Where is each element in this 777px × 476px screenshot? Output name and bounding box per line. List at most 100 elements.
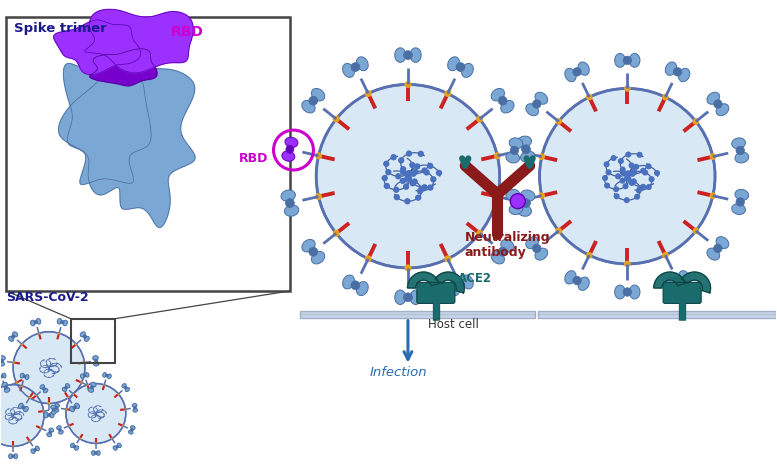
Ellipse shape [85, 373, 89, 377]
Circle shape [414, 163, 420, 169]
Circle shape [494, 152, 501, 159]
Ellipse shape [50, 412, 54, 418]
Circle shape [444, 90, 451, 97]
Ellipse shape [81, 374, 84, 378]
Ellipse shape [23, 407, 28, 412]
Circle shape [51, 369, 52, 370]
Circle shape [56, 366, 57, 367]
Circle shape [423, 169, 430, 176]
Ellipse shape [410, 48, 421, 62]
Circle shape [78, 437, 81, 440]
Ellipse shape [54, 408, 59, 412]
Circle shape [11, 413, 12, 414]
Ellipse shape [12, 332, 18, 337]
Circle shape [615, 173, 621, 179]
Circle shape [86, 384, 89, 386]
Ellipse shape [282, 151, 294, 161]
Circle shape [12, 455, 15, 458]
Circle shape [12, 445, 14, 447]
Text: SARS-CoV-2: SARS-CoV-2 [6, 291, 89, 304]
Ellipse shape [509, 138, 523, 149]
Circle shape [21, 385, 23, 387]
Circle shape [649, 176, 654, 182]
Circle shape [54, 372, 55, 373]
Circle shape [586, 94, 593, 100]
Circle shape [633, 164, 639, 170]
Circle shape [4, 386, 8, 389]
Circle shape [625, 151, 632, 158]
Ellipse shape [281, 190, 295, 201]
Circle shape [95, 442, 97, 445]
Ellipse shape [517, 136, 531, 148]
Circle shape [49, 366, 50, 367]
Circle shape [65, 408, 68, 410]
Circle shape [61, 366, 62, 367]
Ellipse shape [301, 100, 315, 113]
Ellipse shape [301, 239, 315, 252]
Circle shape [624, 197, 630, 203]
Circle shape [93, 408, 94, 409]
Ellipse shape [57, 318, 61, 324]
Circle shape [12, 423, 13, 425]
Ellipse shape [0, 375, 1, 379]
Circle shape [58, 428, 61, 431]
Circle shape [736, 146, 744, 155]
Circle shape [618, 158, 624, 164]
Circle shape [494, 193, 501, 200]
Circle shape [611, 155, 617, 161]
Circle shape [602, 175, 608, 181]
Circle shape [385, 169, 392, 175]
Ellipse shape [535, 92, 548, 104]
Polygon shape [681, 272, 710, 293]
Ellipse shape [54, 404, 60, 407]
Ellipse shape [526, 104, 538, 116]
Circle shape [510, 146, 518, 155]
Circle shape [9, 419, 10, 421]
Circle shape [14, 417, 16, 418]
Circle shape [692, 118, 699, 125]
Circle shape [29, 440, 31, 443]
Ellipse shape [103, 373, 106, 377]
Ellipse shape [30, 320, 35, 326]
Circle shape [57, 371, 58, 373]
Circle shape [40, 371, 41, 372]
Circle shape [629, 171, 636, 177]
Circle shape [674, 276, 681, 285]
Circle shape [44, 372, 45, 374]
Ellipse shape [732, 204, 745, 215]
Ellipse shape [122, 384, 126, 388]
Circle shape [12, 335, 15, 338]
Circle shape [55, 407, 58, 409]
Ellipse shape [735, 152, 749, 163]
Circle shape [52, 376, 54, 377]
Circle shape [46, 361, 47, 362]
Ellipse shape [71, 443, 75, 447]
Circle shape [498, 247, 507, 256]
Ellipse shape [357, 57, 368, 71]
Circle shape [40, 362, 41, 364]
Circle shape [64, 386, 68, 389]
Circle shape [624, 85, 631, 92]
Circle shape [410, 170, 416, 177]
Ellipse shape [526, 237, 538, 248]
Circle shape [94, 415, 95, 416]
Circle shape [406, 170, 412, 176]
Ellipse shape [491, 251, 504, 264]
Ellipse shape [521, 190, 535, 201]
Polygon shape [85, 10, 193, 73]
Ellipse shape [343, 275, 354, 289]
Circle shape [625, 176, 632, 182]
Ellipse shape [63, 320, 68, 326]
Ellipse shape [2, 373, 6, 378]
Circle shape [47, 371, 49, 372]
Circle shape [364, 90, 371, 97]
Circle shape [624, 260, 631, 267]
Circle shape [94, 412, 95, 413]
Circle shape [308, 96, 318, 105]
Circle shape [406, 150, 412, 157]
Ellipse shape [92, 451, 95, 456]
Circle shape [315, 152, 322, 159]
Circle shape [427, 163, 434, 169]
Circle shape [623, 288, 632, 296]
Circle shape [456, 63, 465, 71]
